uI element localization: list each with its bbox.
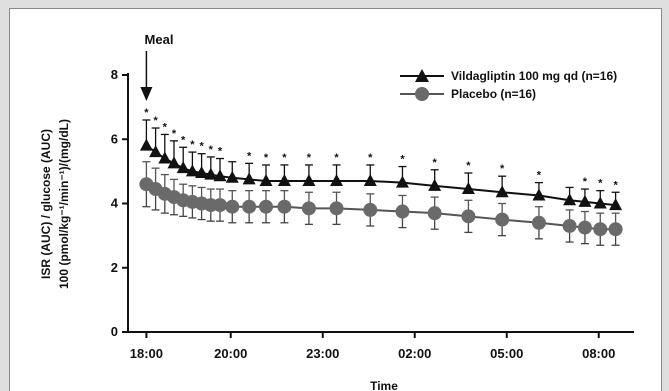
data-point-triangle <box>302 174 316 187</box>
significance-star: * <box>247 150 252 162</box>
meal-annotation: Meal <box>140 32 173 101</box>
data-point-circle <box>301 201 316 216</box>
data-point-circle <box>593 222 608 237</box>
data-point-circle <box>213 198 227 213</box>
significance-star: * <box>218 146 223 158</box>
x-axis-title: Time <box>370 379 398 391</box>
data-point-circle <box>259 199 273 214</box>
data-point-triangle <box>149 145 163 158</box>
significance-star: * <box>181 134 186 146</box>
data-point-triangle <box>176 161 190 174</box>
legend-label-placebo: Placebo (n=16) <box>451 87 536 101</box>
series-placebo <box>139 161 623 246</box>
significance-star: * <box>209 144 214 156</box>
legend-label-vildagliptin: Vildagliptin 100 mg qd (n=16) <box>451 69 617 83</box>
y-tick-label: 0 <box>111 324 118 339</box>
data-point-circle <box>562 218 577 233</box>
data-point-circle <box>277 199 292 214</box>
axes: 0 2 4 6 8 18:00 20:00 23:00 02:00 05:00 08:00 <box>111 67 634 361</box>
y-axis-title-line1: ISR (AUC) / glucose (AUC) <box>39 129 53 279</box>
data-point-circle <box>608 222 623 237</box>
data-point-circle <box>577 220 592 235</box>
significance-star: * <box>613 179 618 191</box>
data-point-circle <box>242 199 257 214</box>
significance-star: * <box>598 178 603 190</box>
y-tick-label: 2 <box>111 260 118 275</box>
data-point-triangle <box>563 193 577 206</box>
data-point-triangle <box>363 174 377 187</box>
data-point-circle <box>329 201 344 216</box>
data-point-triangle <box>593 196 607 209</box>
data-point-triangle <box>195 165 209 178</box>
data-point-circle <box>363 202 378 217</box>
data-point-triangle <box>395 175 409 188</box>
data-point-triangle <box>225 170 239 183</box>
data-point-triangle <box>259 174 273 187</box>
legend-marker-circle <box>415 87 429 101</box>
y-tick-label: 6 <box>111 131 118 146</box>
x-tick-label: 05:00 <box>490 346 523 361</box>
meal-arrow-head <box>140 87 153 101</box>
data-point-circle <box>495 212 510 227</box>
data-point-triangle <box>461 182 475 195</box>
significance-markers: * * * * * * * * * * * * * * * * * * * * * * * <box>144 107 618 191</box>
significance-star: * <box>163 121 168 133</box>
data-point-triangle <box>330 174 344 187</box>
significance-star: * <box>433 157 438 169</box>
significance-star: * <box>466 160 471 172</box>
x-tick-label: 08:00 <box>582 346 615 361</box>
data-point-circle <box>427 206 442 221</box>
meal-label: Meal <box>145 32 174 47</box>
significance-star: * <box>264 152 269 164</box>
y-tick-label: 8 <box>111 67 118 82</box>
x-tick-label: 20:00 <box>214 346 247 361</box>
data-point-triangle <box>139 138 153 151</box>
data-point-triangle <box>532 188 546 201</box>
significance-star: * <box>334 152 339 164</box>
data-point-circle <box>531 215 546 230</box>
data-point-triangle <box>158 151 172 164</box>
data-point-triangle <box>277 174 291 187</box>
significance-star: * <box>172 128 177 140</box>
legend-marker-triangle <box>415 69 429 82</box>
series-vildagliptin <box>139 119 623 211</box>
data-point-triangle <box>213 169 227 182</box>
data-point-triangle <box>578 194 592 207</box>
data-point-triangle <box>428 178 442 191</box>
legend: Vildagliptin 100 mg qd (n=16) Placebo (n=… <box>400 69 617 101</box>
data-point-triangle <box>204 167 218 180</box>
significance-star: * <box>500 163 505 175</box>
data-point-triangle <box>167 156 181 169</box>
data-point-circle <box>395 204 410 219</box>
significance-star: * <box>583 176 588 188</box>
y-axis-title-line2: 100 (pmol/kg⁻¹/min⁻¹)/(mg/dL) <box>57 119 71 289</box>
significance-star: * <box>537 170 542 182</box>
x-tick-label: 18:00 <box>130 346 163 361</box>
data-point-triangle <box>609 198 623 211</box>
data-point-triangle <box>242 172 256 185</box>
significance-star: * <box>400 154 405 166</box>
x-tick-label: 02:00 <box>398 346 431 361</box>
significance-star: * <box>190 139 195 151</box>
significance-star: * <box>144 107 149 119</box>
y-tick-label: 4 <box>111 196 119 211</box>
significance-star: * <box>199 141 204 153</box>
significance-star: * <box>153 115 158 127</box>
data-point-triangle <box>185 164 199 177</box>
data-point-circle <box>461 209 476 224</box>
significance-star: * <box>282 152 287 164</box>
data-point-circle <box>225 199 240 214</box>
significance-star: * <box>368 152 373 164</box>
x-tick-label: 23:00 <box>306 346 339 361</box>
significance-star: * <box>307 152 312 164</box>
chart-panel <box>9 8 662 391</box>
data-point-triangle <box>495 185 509 198</box>
